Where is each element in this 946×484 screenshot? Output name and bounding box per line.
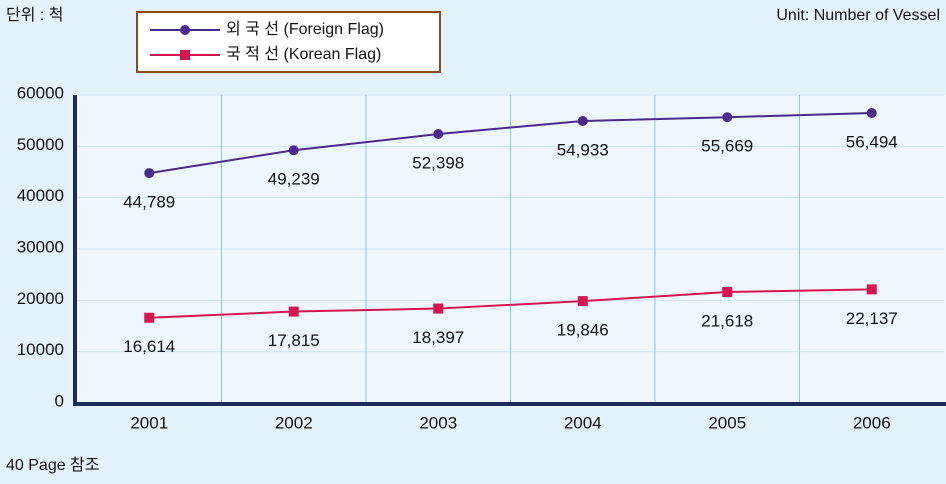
point bbox=[433, 303, 444, 314]
y-tick-label: 20000 bbox=[17, 289, 64, 308]
point bbox=[288, 145, 299, 156]
legend-label: 외 국 선 (Foreign Flag) bbox=[226, 20, 384, 38]
x-tick-label: 2004 bbox=[564, 413, 602, 432]
point bbox=[144, 312, 155, 323]
data-label: 55,669 bbox=[701, 137, 753, 156]
point bbox=[722, 287, 733, 298]
point bbox=[866, 107, 877, 118]
x-tick-label: 2001 bbox=[130, 413, 168, 432]
legend-label: 국 적 선 (Korean Flag) bbox=[226, 45, 381, 63]
y-tick-label: 0 bbox=[55, 391, 64, 410]
x-tick-label: 2002 bbox=[275, 413, 313, 432]
point bbox=[433, 129, 444, 140]
data-label: 18,397 bbox=[412, 328, 464, 347]
x-tick-label: 2006 bbox=[853, 413, 891, 432]
series-line bbox=[149, 288, 872, 319]
point bbox=[722, 112, 733, 123]
point bbox=[866, 284, 877, 295]
unit-note-en: Unit: Number of Vessel bbox=[776, 7, 940, 24]
data-label: 22,137 bbox=[846, 309, 898, 328]
data-label: 17,815 bbox=[268, 331, 320, 350]
legend-marker bbox=[180, 50, 190, 60]
x-tick-label: 2003 bbox=[419, 413, 457, 432]
data-label: 21,618 bbox=[701, 312, 753, 331]
data-label: 52,398 bbox=[412, 154, 464, 173]
data-label: 56,494 bbox=[846, 132, 898, 151]
unit-note: 단위 : 척 bbox=[6, 6, 64, 24]
data-label: 19,846 bbox=[557, 321, 609, 340]
footnote: 40 Page 참조 bbox=[6, 456, 100, 474]
y-tick-label: 10000 bbox=[17, 340, 64, 359]
y-tick-label: 60000 bbox=[17, 83, 64, 102]
y-tick-label: 50000 bbox=[17, 135, 64, 154]
point bbox=[144, 168, 155, 179]
point bbox=[577, 296, 588, 307]
point bbox=[577, 116, 588, 127]
data-label: 49,239 bbox=[268, 170, 320, 189]
point bbox=[288, 306, 299, 317]
y-tick-label: 40000 bbox=[17, 186, 64, 205]
y-tick-label: 30000 bbox=[17, 237, 64, 256]
data-label: 16,614 bbox=[123, 337, 175, 356]
series-line bbox=[149, 111, 872, 175]
data-label: 54,933 bbox=[557, 140, 609, 159]
data-label: 44,789 bbox=[123, 193, 175, 212]
legend-marker bbox=[180, 25, 190, 35]
legend-box bbox=[136, 11, 441, 73]
x-tick-label: 2005 bbox=[708, 413, 746, 432]
